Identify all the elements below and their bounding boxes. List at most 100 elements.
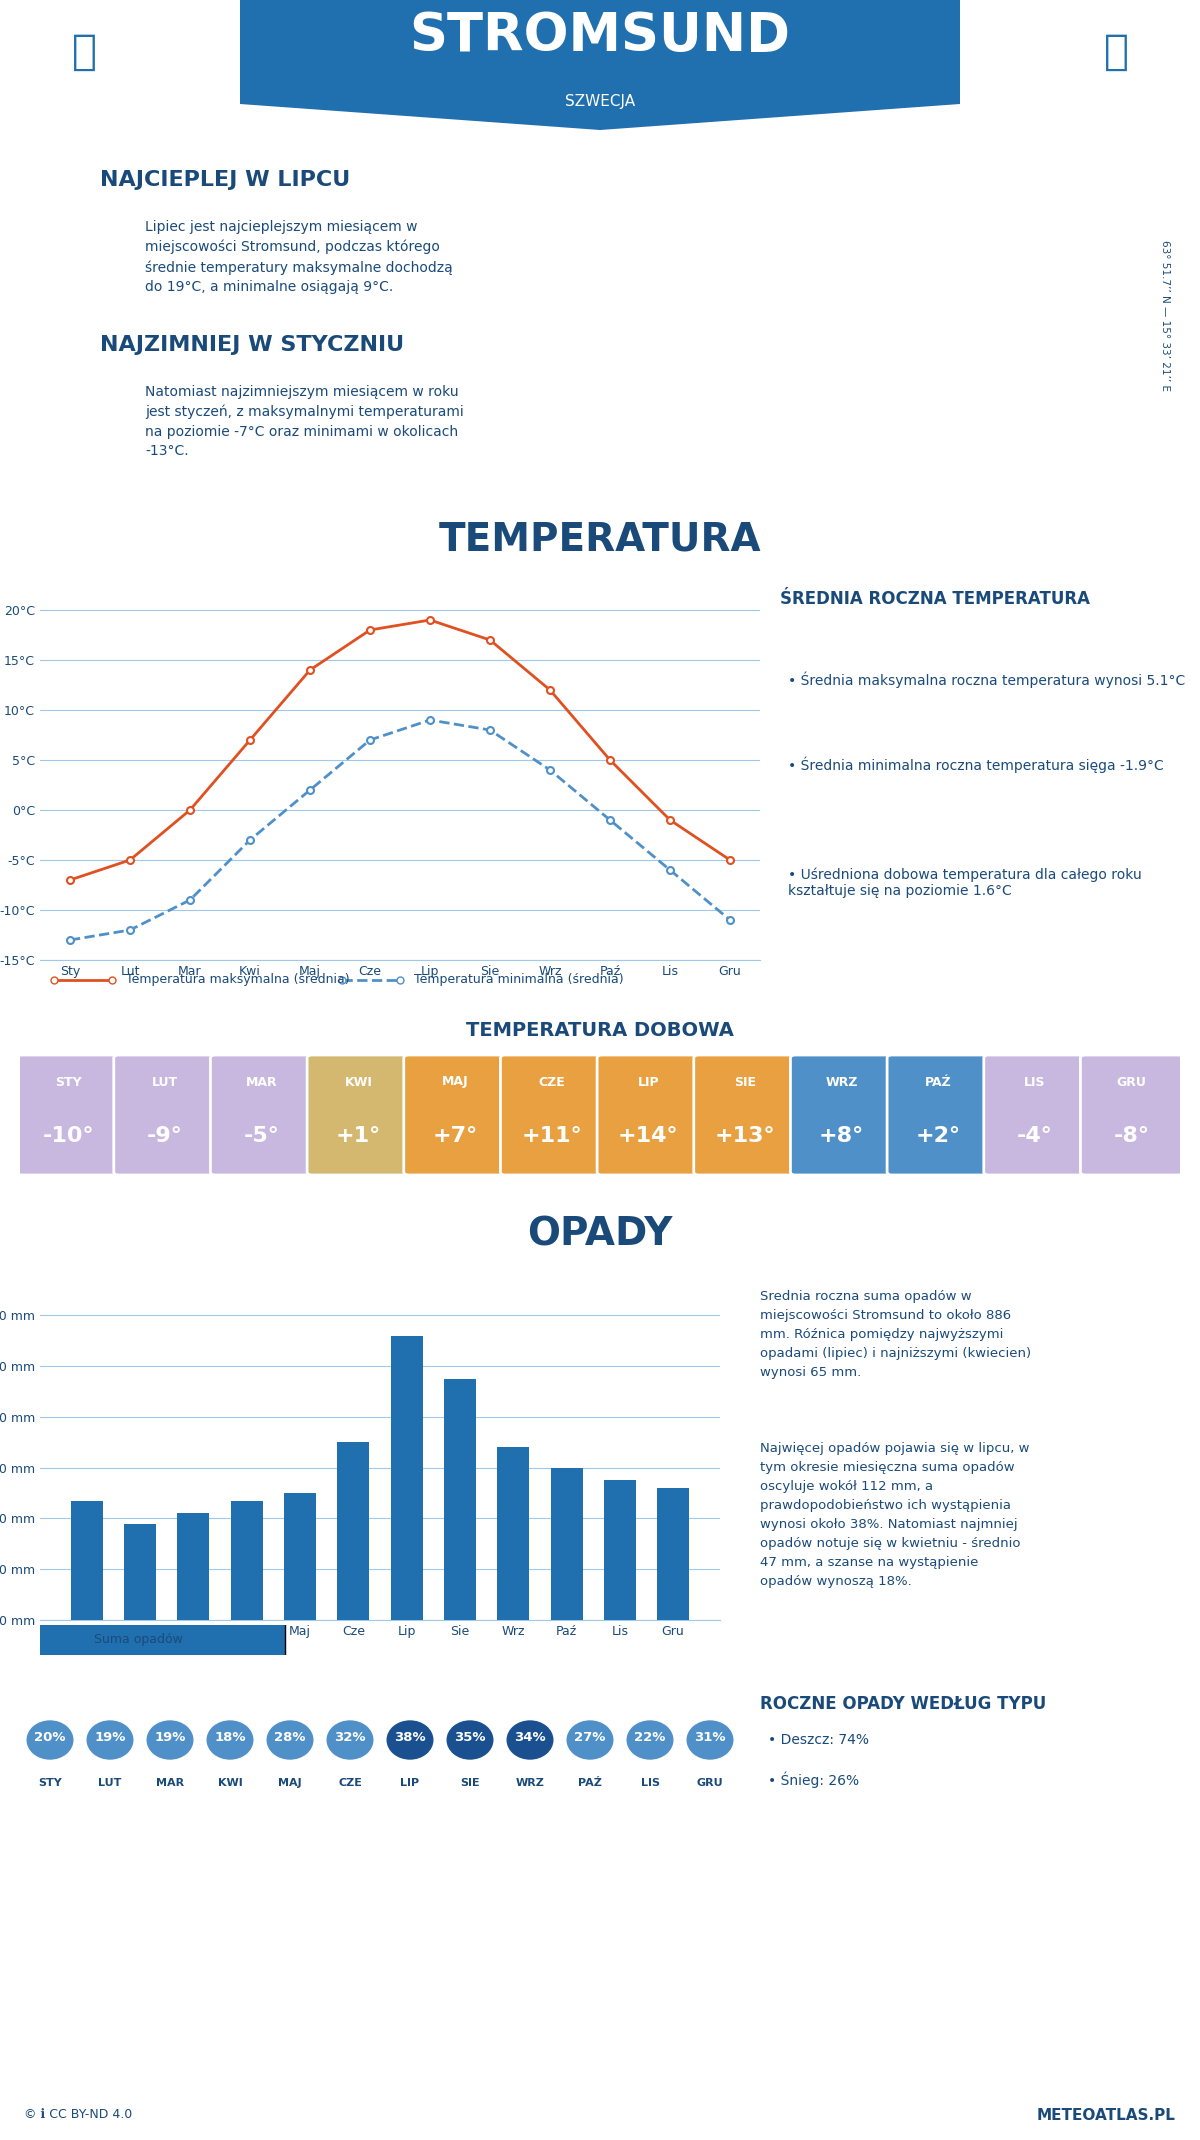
Text: MAJ: MAJ [442, 1076, 468, 1089]
Bar [230, 1500, 263, 1620]
Text: OPADY: OPADY [527, 1216, 673, 1254]
Bar [658, 1487, 689, 1620]
FancyBboxPatch shape [1080, 1055, 1183, 1175]
Text: • Uśredniona dobowa temperatura dla całego roku kształtuje się na poziomie 1.6°C: • Uśredniona dobowa temperatura dla całe… [788, 867, 1141, 899]
Text: STROMSUND: STROMSUND [409, 11, 791, 62]
Text: +1°: +1° [336, 1126, 380, 1147]
Text: 🌀: 🌀 [72, 30, 96, 73]
Bar [497, 1447, 529, 1620]
Text: 28%: 28% [275, 1731, 306, 1744]
Text: 34%: 34% [514, 1731, 546, 1744]
Text: 35%: 35% [455, 1731, 486, 1744]
Text: MAJ: MAJ [278, 1778, 302, 1787]
Bar [604, 1481, 636, 1620]
Text: 31%: 31% [695, 1731, 726, 1744]
Text: 19%: 19% [95, 1731, 126, 1744]
Text: NAJZIMNIEJ W STYCZNIU: NAJZIMNIEJ W STYCZNIU [100, 336, 404, 355]
Text: STY: STY [55, 1076, 82, 1089]
Text: ŚREDNIA ROCZNA TEMPERATURA: ŚREDNIA ROCZNA TEMPERATURA [780, 591, 1090, 608]
Text: SZWECJA: SZWECJA [565, 94, 635, 109]
Circle shape [268, 1721, 313, 1759]
Text: WRZ: WRZ [516, 1778, 545, 1787]
FancyBboxPatch shape [984, 1055, 1086, 1175]
Text: Temperatura maksymalna (średnia): Temperatura maksymalna (średnia) [126, 974, 350, 987]
Text: 63° 51.7’’ N — 15° 33’ 21’’ E: 63° 51.7’’ N — 15° 33’ 21’’ E [1160, 240, 1170, 389]
Text: -10°: -10° [42, 1126, 94, 1147]
Text: LIP: LIP [637, 1076, 659, 1089]
FancyBboxPatch shape [114, 1055, 216, 1175]
Circle shape [208, 1721, 253, 1759]
Text: TEMPERATURA: TEMPERATURA [439, 520, 761, 559]
Text: ROCZNE OPADY WEDŁUG TYPU: ROCZNE OPADY WEDŁUG TYPU [760, 1695, 1046, 1712]
Text: -9°: -9° [148, 1126, 182, 1147]
Bar [551, 1468, 582, 1620]
FancyBboxPatch shape [694, 1055, 797, 1175]
FancyBboxPatch shape [791, 1055, 893, 1175]
FancyBboxPatch shape [500, 1055, 602, 1175]
Text: • Deszcz: 74%: • Deszcz: 74% [768, 1733, 869, 1748]
Text: -5°: -5° [244, 1126, 280, 1147]
Circle shape [448, 1721, 493, 1759]
Text: -8°: -8° [1114, 1126, 1150, 1147]
Text: Lipiec jest najcieplejszym miesiącem w
miejscowości Stromsund, podczas którego
ś: Lipiec jest najcieplejszym miesiącem w m… [145, 220, 452, 293]
Text: PAŹ: PAŹ [925, 1076, 952, 1089]
FancyBboxPatch shape [598, 1055, 700, 1175]
Text: 18%: 18% [215, 1731, 246, 1744]
Text: KWI: KWI [344, 1076, 372, 1089]
Text: +8°: +8° [820, 1126, 864, 1147]
FancyBboxPatch shape [0, 1620, 284, 1661]
Text: 22%: 22% [635, 1731, 666, 1744]
Text: 38%: 38% [394, 1731, 426, 1744]
Text: LUT: LUT [152, 1076, 178, 1089]
Text: • Śnieg: 26%: • Śnieg: 26% [768, 1772, 859, 1789]
Circle shape [568, 1721, 613, 1759]
Bar [337, 1442, 370, 1620]
Bar [178, 1513, 210, 1620]
Text: SIE: SIE [460, 1778, 480, 1787]
Circle shape [688, 1721, 733, 1759]
Text: MAR: MAR [156, 1778, 184, 1787]
Circle shape [88, 1721, 133, 1759]
Text: -4°: -4° [1018, 1126, 1052, 1147]
Text: KWI: KWI [217, 1778, 242, 1787]
Text: GRU: GRU [697, 1778, 724, 1787]
Text: • Średnia maksymalna roczna temperatura wynosi 5.1°C: • Średnia maksymalna roczna temperatura … [788, 672, 1186, 687]
Circle shape [388, 1721, 433, 1759]
Circle shape [148, 1721, 193, 1759]
Text: 🌀: 🌀 [1104, 30, 1128, 73]
Bar [391, 1335, 422, 1620]
Text: TEMPERATURA DOBOWA: TEMPERATURA DOBOWA [466, 1021, 734, 1040]
Text: CZE: CZE [539, 1076, 565, 1089]
Text: Suma opadów: Suma opadów [95, 1633, 184, 1646]
Text: 32%: 32% [335, 1731, 366, 1744]
Text: SZANSA OPADÓW: SZANSA OPADÓW [298, 1673, 463, 1691]
Text: LIS: LIS [1025, 1076, 1045, 1089]
Text: SIE: SIE [734, 1076, 756, 1089]
Text: PAŹ: PAŹ [578, 1778, 602, 1787]
Bar [125, 1524, 156, 1620]
Text: +13°: +13° [715, 1126, 775, 1147]
Polygon shape [240, 0, 960, 131]
Text: 19%: 19% [155, 1731, 186, 1744]
Circle shape [508, 1721, 553, 1759]
Text: LIS: LIS [641, 1778, 660, 1787]
Circle shape [328, 1721, 373, 1759]
Text: LIP: LIP [401, 1778, 420, 1787]
Text: WRZ: WRZ [826, 1076, 858, 1089]
Bar [71, 1500, 103, 1620]
Text: Temperatura minimalna (średnia): Temperatura minimalna (średnia) [414, 974, 624, 987]
Text: +2°: +2° [916, 1126, 961, 1147]
Bar [444, 1378, 476, 1620]
FancyBboxPatch shape [887, 1055, 990, 1175]
FancyBboxPatch shape [17, 1055, 120, 1175]
Text: CZE: CZE [338, 1778, 362, 1787]
Text: Srednia roczna suma opadów w
miejscowości Stromsund to około 886
mm. Róźnica pom: Srednia roczna suma opadów w miejscowośc… [760, 1290, 1031, 1378]
Text: METEOATLAS.PL: METEOATLAS.PL [1037, 2108, 1176, 2123]
Text: © ℹ CC BY-ND 4.0: © ℹ CC BY-ND 4.0 [24, 2108, 132, 2121]
Text: +11°: +11° [521, 1126, 582, 1147]
Text: LUT: LUT [98, 1778, 121, 1787]
FancyBboxPatch shape [307, 1055, 409, 1175]
Text: Natomiast najzimniejszym miesiącem w roku
jest styczeń, z maksymalnymi temperatu: Natomiast najzimniejszym miesiącem w rok… [145, 385, 463, 458]
Text: • Średnia minimalna roczna temperatura sięga -1.9°C: • Średnia minimalna roczna temperatura s… [788, 758, 1164, 773]
Text: +7°: +7° [432, 1126, 478, 1147]
